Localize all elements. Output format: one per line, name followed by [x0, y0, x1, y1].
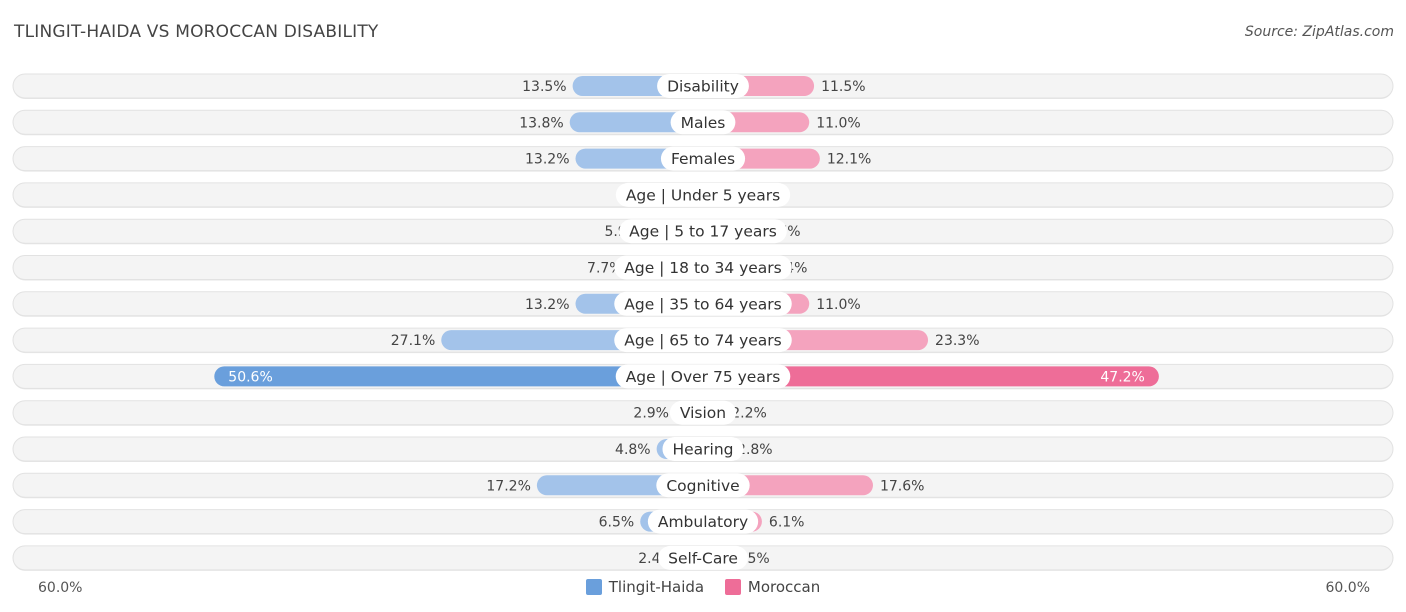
row-disability: 13.5% 11.5% Disability — [12, 73, 1394, 99]
value-label-tlingit-haida: 2.9% — [633, 406, 669, 422]
row-vision: 2.9% 2.2% Vision — [12, 400, 1394, 426]
legend-swatch-moroccan — [724, 579, 741, 595]
category-pill — [647, 509, 759, 534]
category-pill — [660, 146, 746, 171]
category-label: Age | Over 75 years — [626, 368, 781, 386]
row-self-care: 2.4% 2.5%Self-Care — [12, 545, 1394, 571]
category-pill — [614, 328, 792, 353]
value-label-tlingit-haida: 4.8% — [615, 442, 651, 458]
category-label: Self-Care — [668, 549, 738, 567]
value-label-moroccan: 47.2% — [1100, 369, 1144, 385]
axis-left-label: 60.0% — [38, 580, 83, 596]
category-pill — [614, 255, 792, 280]
value-label-tlingit-haida: 13.5% — [522, 79, 566, 95]
row-females: 13.2% 12.1% Females — [12, 146, 1394, 172]
category-label: Age | Under 5 years — [626, 186, 780, 204]
row-males: 13.8% 11.0% Males — [12, 109, 1394, 136]
category-pill — [669, 400, 737, 425]
legend-item-tlingit-haida: Tlingit-Haida — [585, 578, 705, 596]
category-label: Ambulatory — [658, 513, 748, 531]
axis-right-label: 60.0% — [1325, 580, 1370, 596]
legend-item-moroccan: Moroccan — [724, 578, 821, 596]
category-label: Age | 18 to 34 years — [624, 259, 782, 277]
value-label-moroccan: 23.3% — [935, 333, 979, 349]
value-label-tlingit-haida: 7.7% — [587, 261, 623, 277]
category-label: Cognitive — [666, 477, 739, 495]
category-label: Disability — [667, 78, 739, 96]
row-age-18-to-34-years: 7.7%6.4%Age | 18 to 34 years — [12, 255, 1394, 281]
value-label-moroccan: 6.1% — [769, 515, 805, 531]
category-label: Hearing — [672, 441, 733, 459]
value-label-tlingit-haida: 13.8% — [519, 115, 563, 131]
row-age-under-5-years: 1.5%1.2%Age | Under 5 years — [12, 182, 1394, 208]
value-label-moroccan: 2.8% — [737, 442, 773, 458]
value-label-tlingit-haida: 13.2% — [525, 297, 569, 313]
row-age-over-75-years: 50.6% 47.2% Age | Over 75 years — [12, 363, 1394, 390]
value-label-moroccan: 11.0% — [816, 297, 860, 313]
value-label-moroccan: 2.2% — [731, 406, 767, 422]
legend-swatch-tlingit-haida — [585, 579, 602, 595]
category-pill — [656, 473, 750, 498]
value-label-tlingit-haida: 6.5% — [599, 515, 635, 531]
category-pill — [615, 364, 791, 389]
bar-moroccan — [693, 366, 1159, 387]
category-label: Age | 35 to 64 years — [624, 295, 782, 313]
row-age-35-to-64-years: 13.2% 11.0% Age | 35 to 64 years — [12, 291, 1394, 317]
chart-title: TLINGIT-HAIDA VS MOROCCAN DISABILITY — [14, 22, 379, 42]
category-pill — [657, 74, 749, 98]
value-label-tlingit-haida: 50.6% — [228, 369, 272, 385]
value-label-moroccan: 11.5% — [821, 79, 865, 95]
legend-label-moroccan: Moroccan — [747, 578, 821, 596]
category-pill — [615, 182, 791, 207]
legend: Tlingit-Haida Moroccan — [0, 578, 1406, 598]
value-label-moroccan: 17.6% — [880, 478, 924, 494]
chart-source: Source: ZipAtlas.com — [1244, 24, 1394, 40]
category-pill — [670, 110, 736, 135]
value-label-tlingit-haida: 13.2% — [525, 152, 569, 168]
category-label: Age | 5 to 17 years — [629, 223, 777, 241]
row-ambulatory: 6.5% 6.1% Ambulatory — [12, 509, 1394, 535]
row-age-5-to-17-years: 5.9%5.7%Age | 5 to 17 years — [12, 218, 1394, 245]
row-age-65-to-74-years: 27.1% 23.3% Age | 65 to 74 years — [12, 327, 1394, 354]
value-label-tlingit-haida: 17.2% — [486, 478, 530, 494]
category-pill — [658, 545, 748, 570]
value-label-moroccan: 12.1% — [827, 152, 871, 168]
category-label: Vision — [680, 404, 726, 422]
value-label-tlingit-haida: 27.1% — [391, 333, 435, 349]
category-pill — [614, 291, 792, 316]
legend-label-tlingit-haida: Tlingit-Haida — [608, 578, 705, 596]
category-pill — [619, 219, 787, 244]
category-pill — [662, 437, 744, 461]
bar-tlingit-haida — [214, 366, 713, 387]
category-label: Age | 65 to 74 years — [624, 332, 782, 350]
value-label-moroccan: 11.0% — [816, 115, 860, 131]
row-cognitive: 17.2% 17.6% Cognitive — [12, 472, 1394, 499]
category-label: Females — [671, 150, 735, 168]
row-hearing: 4.8% 2.8%Hearing — [12, 436, 1394, 462]
category-label: Males — [681, 114, 726, 132]
